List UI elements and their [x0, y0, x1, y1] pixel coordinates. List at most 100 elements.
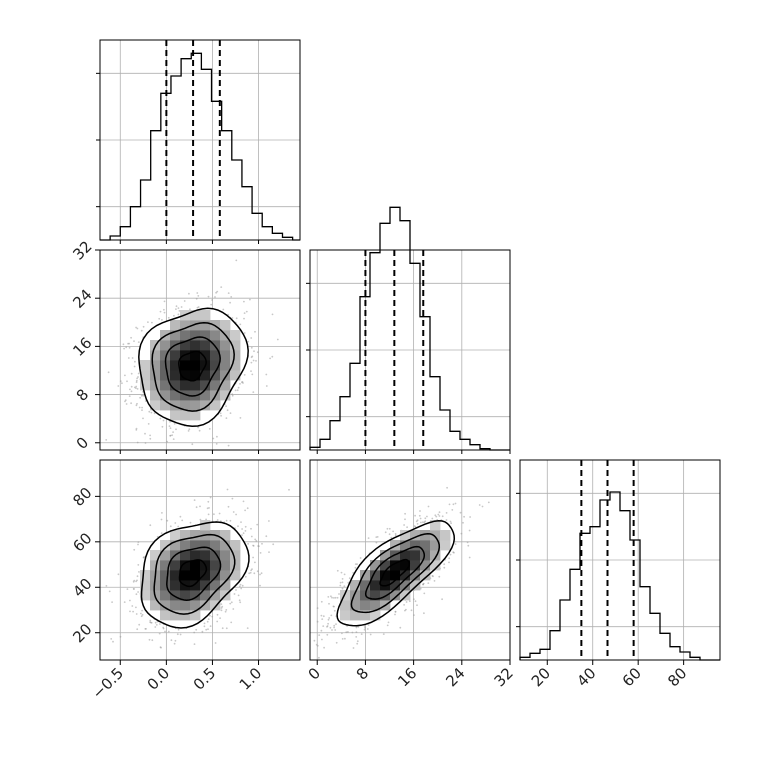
scatter-point — [133, 579, 136, 582]
scatter-point — [225, 519, 228, 522]
density-cell — [400, 550, 411, 561]
density-cell — [210, 370, 221, 381]
scatter-point — [259, 584, 261, 587]
density-cell — [380, 560, 391, 571]
scatter-point — [135, 613, 138, 615]
scatter-point — [236, 389, 239, 392]
scatter-point — [210, 303, 213, 306]
x-axis-0-tick-label-0: −0.5 — [89, 664, 127, 702]
scatter-point — [333, 626, 335, 629]
scatter-point — [246, 627, 249, 629]
scatter-point — [271, 355, 274, 358]
scatter-1-contour-1 — [166, 546, 222, 601]
scatter-point — [347, 581, 350, 584]
scatter-2-contour-1 — [364, 545, 426, 600]
hist-0-steps — [100, 52, 300, 241]
scatter-point — [316, 644, 319, 647]
scatter-point — [327, 622, 329, 625]
scatter-point — [334, 629, 337, 631]
scatter-point — [390, 536, 393, 539]
scatter-point — [384, 531, 387, 534]
density-cell — [180, 380, 191, 391]
density-cell — [160, 540, 171, 551]
scatter-point — [229, 301, 232, 304]
density-cell — [410, 530, 421, 541]
scatter-point — [256, 523, 259, 526]
scatter-point — [174, 639, 177, 642]
scatter-point — [452, 503, 455, 506]
scatter-point — [207, 513, 210, 516]
scatter-point — [177, 628, 180, 631]
scatter-point — [206, 620, 209, 623]
scatter-point — [238, 585, 241, 588]
scatter-point — [249, 298, 251, 301]
x-axis-0-tick-label-3: 1.0 — [236, 664, 266, 694]
density-cell — [190, 540, 201, 551]
scatter-panel-0 — [99, 249, 301, 451]
scatter-point — [179, 633, 182, 636]
y-axis-1-tick-label-2: 16 — [69, 334, 95, 360]
scatter-point — [450, 522, 452, 525]
scatter-point — [448, 557, 451, 560]
scatter-point — [148, 638, 151, 641]
density-cell — [170, 350, 181, 361]
scatter-point — [177, 307, 180, 309]
density-cell — [210, 380, 221, 391]
density-cell — [220, 580, 231, 591]
scatter-point — [249, 571, 252, 574]
density-cell — [430, 520, 441, 531]
scatter-point — [174, 522, 177, 524]
scatter-point — [141, 613, 144, 616]
scatter-point — [341, 632, 343, 635]
density-cell — [160, 570, 171, 581]
scatter-point — [173, 642, 176, 645]
scatter-1-density — [140, 520, 241, 621]
scatter-point — [124, 400, 126, 403]
scatter-point — [175, 308, 177, 310]
scatter-point — [137, 591, 140, 593]
density-cell — [220, 570, 231, 581]
scatter-point — [136, 377, 139, 380]
scatter-point — [105, 439, 108, 441]
scatter-point — [259, 573, 261, 576]
scatter-point — [227, 292, 230, 294]
scatter-point — [406, 526, 408, 529]
hist-1-frame — [309, 249, 511, 451]
scatter-point — [135, 429, 138, 431]
scatter-point — [355, 626, 358, 629]
density-cell — [430, 530, 441, 541]
scatter-point — [255, 360, 257, 362]
density-cell — [230, 360, 241, 371]
scatter-point — [459, 511, 462, 514]
scatter-point — [195, 506, 198, 509]
scatter-point — [112, 640, 114, 643]
scatter-point — [230, 601, 233, 604]
y-axis-2-tick-label-2: 60 — [69, 529, 95, 555]
scatter-point — [129, 388, 131, 391]
scatter-point — [229, 412, 232, 414]
scatter-point — [404, 512, 406, 515]
scatter-point — [341, 638, 344, 640]
scatter-point — [355, 636, 358, 638]
scatter-point — [420, 521, 422, 524]
scatter-point — [367, 537, 370, 539]
density-cell — [220, 340, 231, 351]
scatter-point — [469, 516, 471, 518]
density-cell — [210, 560, 221, 571]
scatter-point — [343, 585, 346, 587]
scatter-point — [169, 420, 171, 423]
density-cell — [170, 560, 181, 571]
scatter-point — [351, 631, 354, 634]
scatter-point — [250, 370, 252, 372]
scatter-0-frame — [99, 249, 301, 451]
density-cell — [340, 590, 351, 601]
density-cell — [170, 360, 181, 371]
scatter-point — [419, 510, 421, 512]
density-cell — [210, 570, 221, 581]
density-cell — [400, 570, 411, 581]
scatter-point — [414, 600, 417, 603]
density-cell — [160, 600, 171, 611]
scatter-point — [199, 505, 201, 508]
density-cell — [200, 550, 211, 561]
scatter-point — [268, 520, 270, 522]
